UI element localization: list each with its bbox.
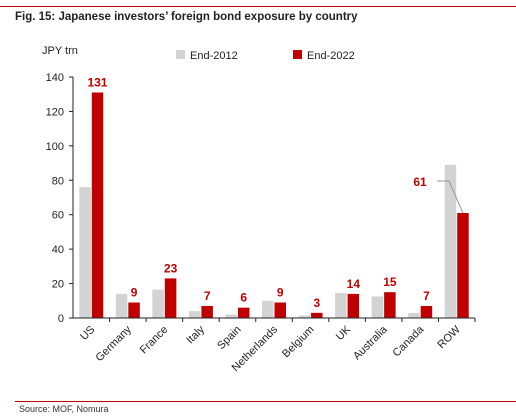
bar-end-2022 (384, 292, 396, 318)
bar-end-2022 (164, 278, 177, 318)
x-tick-label: France (138, 324, 171, 357)
legend-swatch (176, 50, 185, 59)
data-label: 15 (383, 275, 397, 289)
top-rule (0, 6, 516, 7)
data-label: 61 (413, 175, 427, 189)
bar-end-2022 (347, 293, 360, 318)
bar-end-2012 (225, 314, 237, 318)
data-label: 14 (347, 277, 361, 291)
y-tick-label: 0 (58, 313, 64, 325)
legend-label: End-2022 (307, 50, 355, 62)
bar-end-2022 (420, 305, 433, 318)
bar-end-2012 (115, 293, 128, 318)
x-tick-label: Australia (351, 323, 390, 362)
bar-end-2012 (444, 164, 457, 318)
x-tick-label: US (78, 324, 97, 343)
y-tick-label: 60 (52, 210, 64, 222)
bar-end-2022 (457, 212, 469, 318)
bar-end-2022 (274, 302, 286, 318)
x-tick-label: Belgium (280, 324, 317, 361)
bar-end-2012 (298, 315, 311, 318)
data-label: 131 (88, 75, 108, 89)
data-label: 7 (423, 289, 430, 303)
bar-end-2022 (128, 302, 140, 318)
legend-swatch (293, 50, 302, 59)
leader-line (448, 180, 464, 214)
x-tick-label: Spain (215, 324, 243, 352)
bar-end-2012 (262, 300, 274, 318)
figure-title: Fig. 15: Japanese investors’ foreign bon… (15, 11, 358, 23)
data-label: 7 (204, 289, 211, 303)
bar-end-2022 (91, 92, 104, 318)
bar-end-2022 (237, 307, 250, 318)
x-tick-label: Italy (184, 323, 207, 346)
x-tick-label: UK (334, 323, 354, 343)
source-note: Source: MOF, Nomura (19, 404, 109, 414)
data-label: 6 (240, 291, 247, 305)
bar-end-2012 (79, 187, 91, 318)
y-axis-label: JPY trn (42, 45, 78, 57)
bar-end-2012 (335, 293, 347, 318)
data-label: 23 (164, 261, 178, 275)
y-axis: 0 20 40 60 80 100 120 140 (46, 72, 74, 325)
x-tick-label: Canada (391, 323, 427, 359)
y-tick-label: 80 (52, 175, 64, 187)
data-labels: 131 9 23 7 6 9 3 14 15 7 61 (88, 75, 464, 310)
x-tick-label: Germany (93, 323, 134, 364)
bottom-rule (15, 401, 516, 402)
bar-end-2022 (311, 312, 323, 318)
y-tick-label: 40 (52, 244, 64, 256)
data-label: 9 (277, 286, 284, 300)
bar-end-2012 (188, 311, 201, 318)
data-label: 9 (131, 286, 138, 300)
bar-end-2012 (371, 296, 384, 318)
bar-end-2012 (408, 312, 420, 318)
y-tick-label: 20 (52, 279, 64, 291)
data-label: 3 (313, 296, 320, 310)
y-tick-label: 140 (46, 72, 64, 84)
x-tick-label: ROW (435, 323, 463, 351)
bar-series (79, 92, 469, 318)
y-tick-label: 100 (46, 141, 64, 153)
legend: End-2012 End-2022 (176, 50, 355, 62)
legend-label: End-2012 (190, 50, 238, 62)
bar-end-2012 (152, 289, 164, 318)
bar-end-2022 (201, 305, 213, 318)
y-tick-label: 120 (46, 106, 64, 118)
